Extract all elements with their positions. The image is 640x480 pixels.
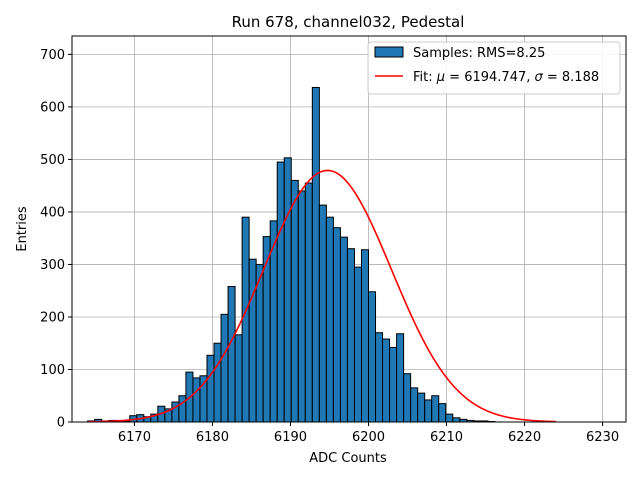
x-tick-label: 6230 [586, 430, 619, 445]
y-tick-label: 0 [57, 416, 65, 431]
legend-box [367, 41, 621, 95]
x-axis-label: ADC Counts [309, 451, 387, 466]
histogram-bar [353, 266, 362, 423]
legend: Samples: RMS=8.25 Fit: μ = 6194.747, σ =… [367, 41, 621, 95]
x-tick-label: 6190 [274, 430, 307, 445]
y-tick-label: 300 [40, 258, 65, 273]
x-tick-label: 6200 [352, 430, 385, 445]
y-tick-label: 600 [40, 100, 65, 115]
histogram-bar [417, 392, 426, 423]
histogram-bar [452, 417, 461, 423]
histogram-bar [445, 413, 454, 423]
x-tick-label: 6210 [430, 430, 463, 445]
y-axis-ticks: 0 100 200 300 400 500 600 700 [40, 48, 72, 431]
histogram-bar [360, 249, 370, 423]
histogram-bar [213, 342, 222, 423]
histogram-bar [206, 354, 215, 423]
histogram-bar [255, 263, 264, 423]
histogram-bar [431, 395, 440, 423]
histogram-bar [332, 227, 341, 423]
x-tick-label: 6220 [508, 430, 541, 445]
histogram-bar [318, 204, 327, 423]
histogram-bar [304, 182, 313, 423]
gaussian-fit-curve [87, 169, 556, 423]
x-tick-label: 6180 [196, 430, 229, 445]
histogram-bar [220, 313, 229, 423]
histogram-bar [396, 333, 405, 423]
histogram-bar [234, 334, 243, 423]
histogram-bar [389, 346, 398, 423]
histogram-bar [241, 216, 250, 423]
grid-lines [72, 36, 626, 423]
legend-label-histogram: Samples: RMS=8.25 [413, 46, 545, 61]
legend-swatch-histogram [374, 46, 404, 58]
y-axis-label: Entries [15, 206, 30, 252]
histogram-bar [339, 236, 348, 423]
histogram-bars [87, 86, 496, 423]
y-tick-label: 700 [40, 48, 65, 63]
histogram-bar [276, 161, 285, 423]
histogram-bar [410, 387, 419, 423]
y-tick-label: 400 [40, 205, 65, 220]
x-tick-label: 6170 [118, 430, 151, 445]
plot-frame [71, 35, 627, 423]
histogram-bar [438, 403, 447, 423]
histogram-bar [424, 399, 433, 423]
chart-title: Run 678, channel032, Pedestal [232, 13, 465, 31]
histogram-bar [227, 286, 236, 423]
histogram-bar [248, 258, 257, 423]
legend-label-fit: Fit: μ = 6194.747, σ = 8.188 [413, 70, 599, 85]
y-tick-label: 500 [40, 153, 65, 168]
y-tick-label: 200 [40, 310, 65, 325]
histogram-bar [368, 291, 377, 423]
x-axis-ticks: 6170 6180 6190 6200 6210 6220 6230 [118, 422, 619, 445]
histogram-bar [311, 86, 320, 423]
histogram-bar [382, 338, 391, 423]
histogram-bar [290, 179, 299, 423]
histogram-bar [178, 395, 187, 423]
histogram-bar [346, 248, 355, 423]
histogram-bar [262, 236, 271, 423]
histogram-bar [297, 190, 306, 423]
histogram-bar [375, 332, 384, 423]
y-tick-label: 100 [40, 363, 65, 378]
histogram-bar [325, 216, 334, 423]
histogram-bar [283, 157, 292, 423]
histogram-bar [192, 377, 201, 423]
histogram-bar [403, 373, 412, 423]
